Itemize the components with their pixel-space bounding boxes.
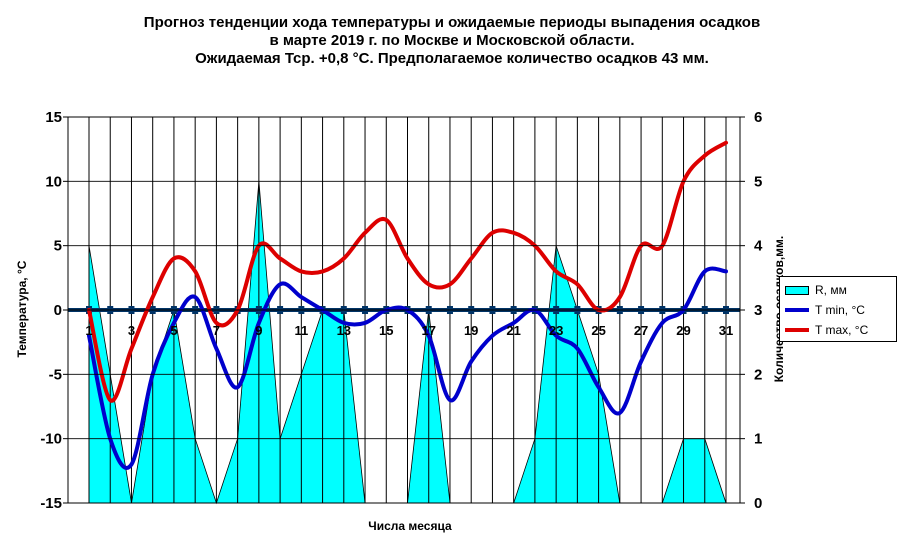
y2-tick-label-2: 2 — [754, 366, 762, 383]
x-tick-label-7: 7 — [213, 323, 220, 338]
y-tick-label-3: 0 — [54, 302, 62, 319]
x-tick-label-19: 19 — [464, 323, 478, 338]
legend-item-tmin: T min, °C — [785, 302, 865, 318]
x-tick-label-15: 15 — [379, 323, 393, 338]
x-tick-label-1: 1 — [85, 323, 92, 338]
y-tick-label-4: 5 — [54, 238, 62, 255]
legend-swatch-tmin — [785, 308, 809, 312]
y2-tick-label-6: 6 — [754, 109, 762, 126]
x-tick-label-11: 11 — [294, 323, 308, 338]
x-tick-label-17: 17 — [421, 323, 435, 338]
x-tick-label-13: 13 — [337, 323, 351, 338]
x-tick-label-9: 9 — [255, 323, 262, 338]
chart-title-line-2: в марте 2019 г. по Москве и Московской о… — [269, 32, 635, 49]
x-tick-label-25: 25 — [591, 323, 605, 338]
x-tick-label-3: 3 — [128, 323, 135, 338]
legend-item-precipitation: R, мм — [785, 282, 847, 298]
x-tick-label-27: 27 — [634, 323, 648, 338]
legend: R, мм T min, °C T max, °C — [779, 276, 897, 342]
y-tick-label-6: 15 — [45, 109, 62, 126]
x-tick-label-23: 23 — [549, 323, 563, 338]
legend-item-tmax: T max, °C — [785, 322, 868, 338]
legend-label-tmin: T min, °C — [815, 303, 865, 317]
y-tick-label-0: -15 — [40, 495, 62, 512]
y2-tick-label-1: 1 — [754, 431, 762, 448]
y-tick-label-2: -5 — [49, 366, 62, 383]
series-line-tmax — [87, 140, 728, 403]
y-tick-label-1: -10 — [40, 431, 62, 448]
y-tick-label-5: 10 — [45, 173, 62, 190]
chart-title-line-1: Прогноз тенденции хода температуры и ожи… — [143, 14, 761, 31]
legend-label-tmax: T max, °C — [815, 323, 869, 337]
chart-title-line-3: Ожидаемая Тср. +0,8 °С. Предполагаемое к… — [195, 50, 709, 67]
y2-tick-label-3: 3 — [754, 302, 762, 319]
x-axis-label: Числа месяца — [368, 519, 452, 533]
legend-swatch-tmax — [785, 328, 809, 332]
y2-tick-label-5: 5 — [754, 173, 762, 190]
x-tick-label-21: 21 — [506, 323, 520, 338]
x-tick-label-5: 5 — [170, 323, 177, 338]
series-line-tmin — [87, 266, 728, 470]
chart-title: Прогноз тенденции хода температуры и ожи… — [0, 14, 904, 68]
x-tick-label-31: 31 — [719, 323, 733, 338]
y-axis-label: Температура, °С — [15, 260, 29, 357]
y2-tick-label-4: 4 — [754, 238, 763, 255]
x-tick-label-29: 29 — [676, 323, 690, 338]
legend-label-precipitation: R, мм — [815, 283, 847, 297]
y2-tick-label-0: 0 — [754, 495, 762, 512]
legend-swatch-precipitation — [785, 285, 809, 295]
